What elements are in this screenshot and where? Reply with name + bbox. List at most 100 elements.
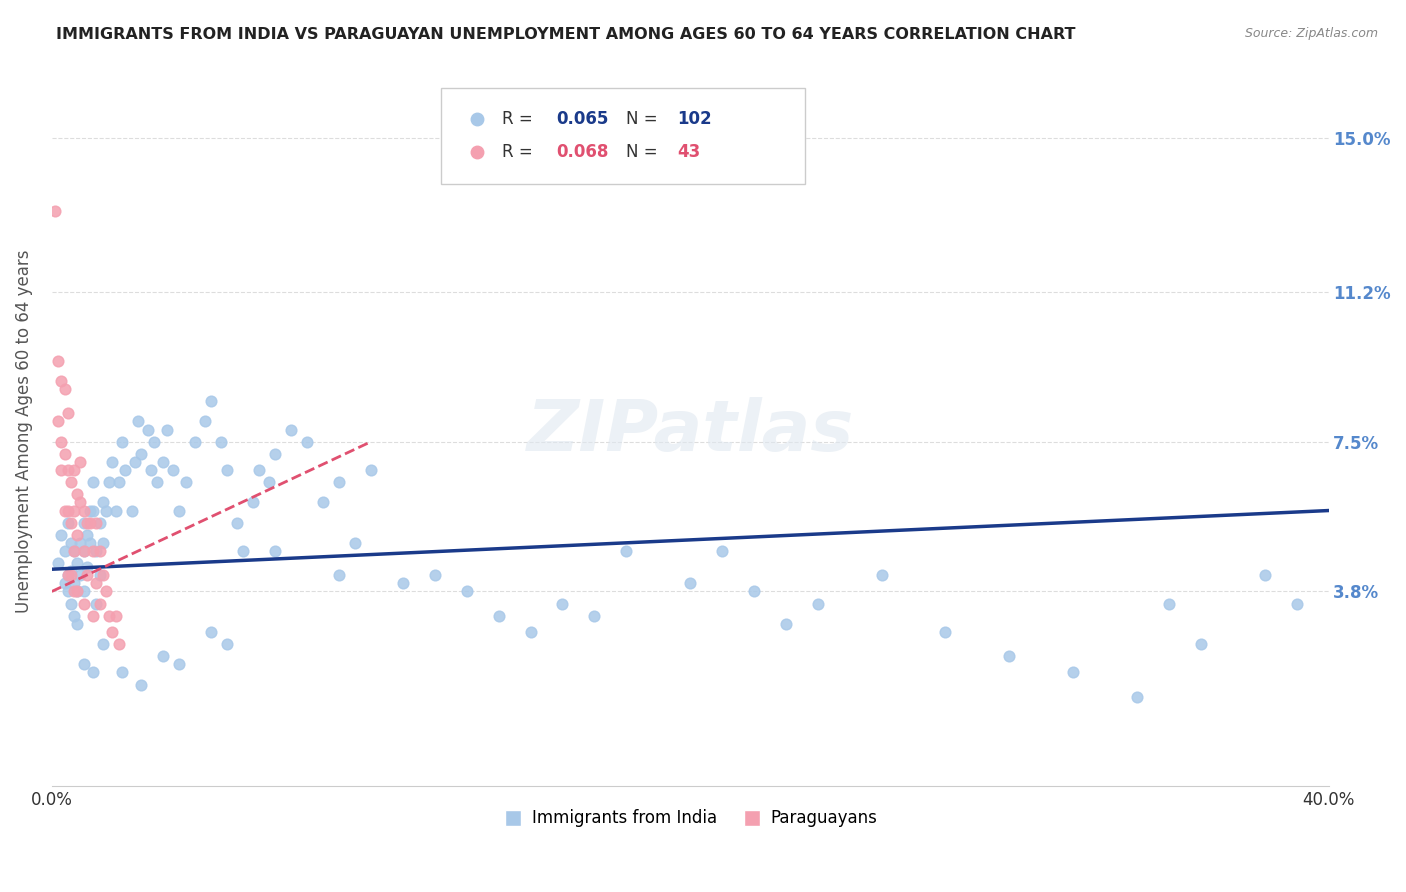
Point [76, 528, 98, 542]
Point [69, 495, 91, 509]
Point [59, 564, 82, 578]
Point [162, 463, 184, 477]
Point [73, 584, 96, 599]
Point [870, 568, 893, 582]
Point [86, 576, 108, 591]
Text: 102: 102 [678, 110, 711, 128]
Text: 43: 43 [678, 143, 700, 161]
Point [146, 475, 169, 490]
Point [44, 204, 66, 219]
Point [76, 516, 98, 530]
Point [225, 516, 247, 530]
Point [519, 624, 541, 639]
Text: N =: N = [626, 110, 664, 128]
Point [129, 677, 152, 691]
Point [360, 463, 382, 477]
Point [73, 597, 96, 611]
Point [247, 463, 270, 477]
Point [56, 516, 79, 530]
Point [53, 382, 76, 396]
Point [1062, 665, 1084, 680]
Point [66, 616, 89, 631]
Point [312, 495, 335, 509]
Point [53, 447, 76, 461]
Point [121, 503, 143, 517]
Point [295, 434, 318, 449]
Point [742, 584, 765, 599]
Point [343, 536, 366, 550]
Point [76, 560, 98, 574]
Point [1285, 597, 1308, 611]
Point [328, 568, 350, 582]
Point [934, 624, 956, 639]
Point [257, 475, 280, 490]
Point [91, 568, 114, 582]
Point [101, 455, 124, 469]
Point [76, 568, 98, 582]
Point [679, 576, 702, 591]
Point [142, 434, 165, 449]
Point [998, 649, 1021, 664]
Point [73, 657, 96, 672]
Point [56, 503, 79, 517]
FancyBboxPatch shape [441, 88, 806, 184]
Point [53, 576, 76, 591]
Point [551, 597, 574, 611]
Point [86, 544, 108, 558]
Point [124, 455, 146, 469]
Point [63, 544, 86, 558]
Point [1126, 690, 1149, 704]
Point [69, 455, 91, 469]
Point [63, 544, 86, 558]
Text: 0.068: 0.068 [555, 143, 609, 161]
Point [86, 516, 108, 530]
Point [82, 608, 104, 623]
Point [1189, 637, 1212, 651]
Point [104, 503, 127, 517]
Legend: Immigrants from India, Paraguayans: Immigrants from India, Paraguayans [496, 803, 883, 834]
Point [101, 624, 124, 639]
Point [1253, 568, 1275, 582]
Point [107, 475, 129, 490]
Point [82, 475, 104, 490]
Point [46, 556, 69, 570]
Point [200, 394, 222, 409]
Point [51, 463, 73, 477]
Point [184, 434, 207, 449]
Point [127, 415, 149, 429]
Point [217, 463, 239, 477]
Point [63, 584, 86, 599]
Point [232, 544, 254, 558]
Point [73, 544, 96, 558]
Point [73, 516, 96, 530]
Point [152, 649, 174, 664]
Point [66, 528, 89, 542]
Point [59, 475, 82, 490]
Point [98, 608, 121, 623]
Point [242, 495, 264, 509]
Text: ZIPatlas: ZIPatlas [526, 397, 853, 467]
Point [66, 584, 89, 599]
Point [174, 475, 197, 490]
Point [56, 584, 79, 599]
Point [156, 423, 179, 437]
Point [139, 463, 162, 477]
Text: IMMIGRANTS FROM INDIA VS PARAGUAYAN UNEMPLOYMENT AMONG AGES 60 TO 64 YEARS CORRE: IMMIGRANTS FROM INDIA VS PARAGUAYAN UNEM… [56, 27, 1076, 42]
Point [94, 503, 117, 517]
Text: R =: R = [502, 143, 538, 161]
Point [136, 423, 159, 437]
Point [46, 353, 69, 368]
Y-axis label: Unemployment Among Ages 60 to 64 years: Unemployment Among Ages 60 to 64 years [15, 250, 32, 614]
Point [264, 544, 287, 558]
Point [63, 608, 86, 623]
Point [79, 516, 101, 530]
Point [111, 665, 134, 680]
Text: Source: ZipAtlas.com: Source: ZipAtlas.com [1244, 27, 1378, 40]
Point [51, 374, 73, 388]
Point [209, 434, 232, 449]
Point [280, 423, 302, 437]
Point [66, 556, 89, 570]
Point [423, 568, 446, 582]
Point [169, 657, 191, 672]
Point [66, 584, 89, 599]
